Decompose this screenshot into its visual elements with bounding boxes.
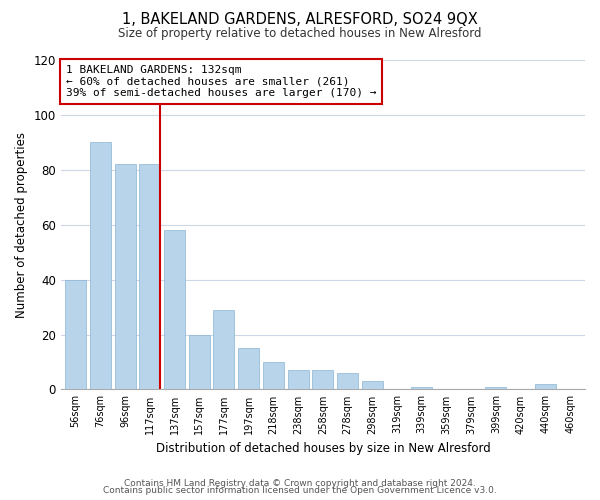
Bar	[485, 386, 506, 390]
Bar	[115, 164, 136, 390]
Bar	[238, 348, 259, 390]
Text: 1 BAKELAND GARDENS: 132sqm
← 60% of detached houses are smaller (261)
39% of sem: 1 BAKELAND GARDENS: 132sqm ← 60% of deta…	[66, 65, 377, 98]
Bar	[214, 310, 235, 390]
Text: Contains HM Land Registry data © Crown copyright and database right 2024.: Contains HM Land Registry data © Crown c…	[124, 478, 476, 488]
Bar	[337, 373, 358, 390]
Bar	[189, 334, 210, 390]
Text: Size of property relative to detached houses in New Alresford: Size of property relative to detached ho…	[118, 28, 482, 40]
Bar	[139, 164, 160, 390]
Bar	[287, 370, 308, 390]
Bar	[65, 280, 86, 390]
Bar	[535, 384, 556, 390]
Bar	[263, 362, 284, 390]
Bar	[362, 381, 383, 390]
Bar	[164, 230, 185, 390]
Bar	[313, 370, 334, 390]
Text: 1, BAKELAND GARDENS, ALRESFORD, SO24 9QX: 1, BAKELAND GARDENS, ALRESFORD, SO24 9QX	[122, 12, 478, 28]
Bar	[90, 142, 111, 390]
Y-axis label: Number of detached properties: Number of detached properties	[15, 132, 28, 318]
Bar	[411, 386, 433, 390]
X-axis label: Distribution of detached houses by size in New Alresford: Distribution of detached houses by size …	[155, 442, 490, 455]
Text: Contains public sector information licensed under the Open Government Licence v3: Contains public sector information licen…	[103, 486, 497, 495]
